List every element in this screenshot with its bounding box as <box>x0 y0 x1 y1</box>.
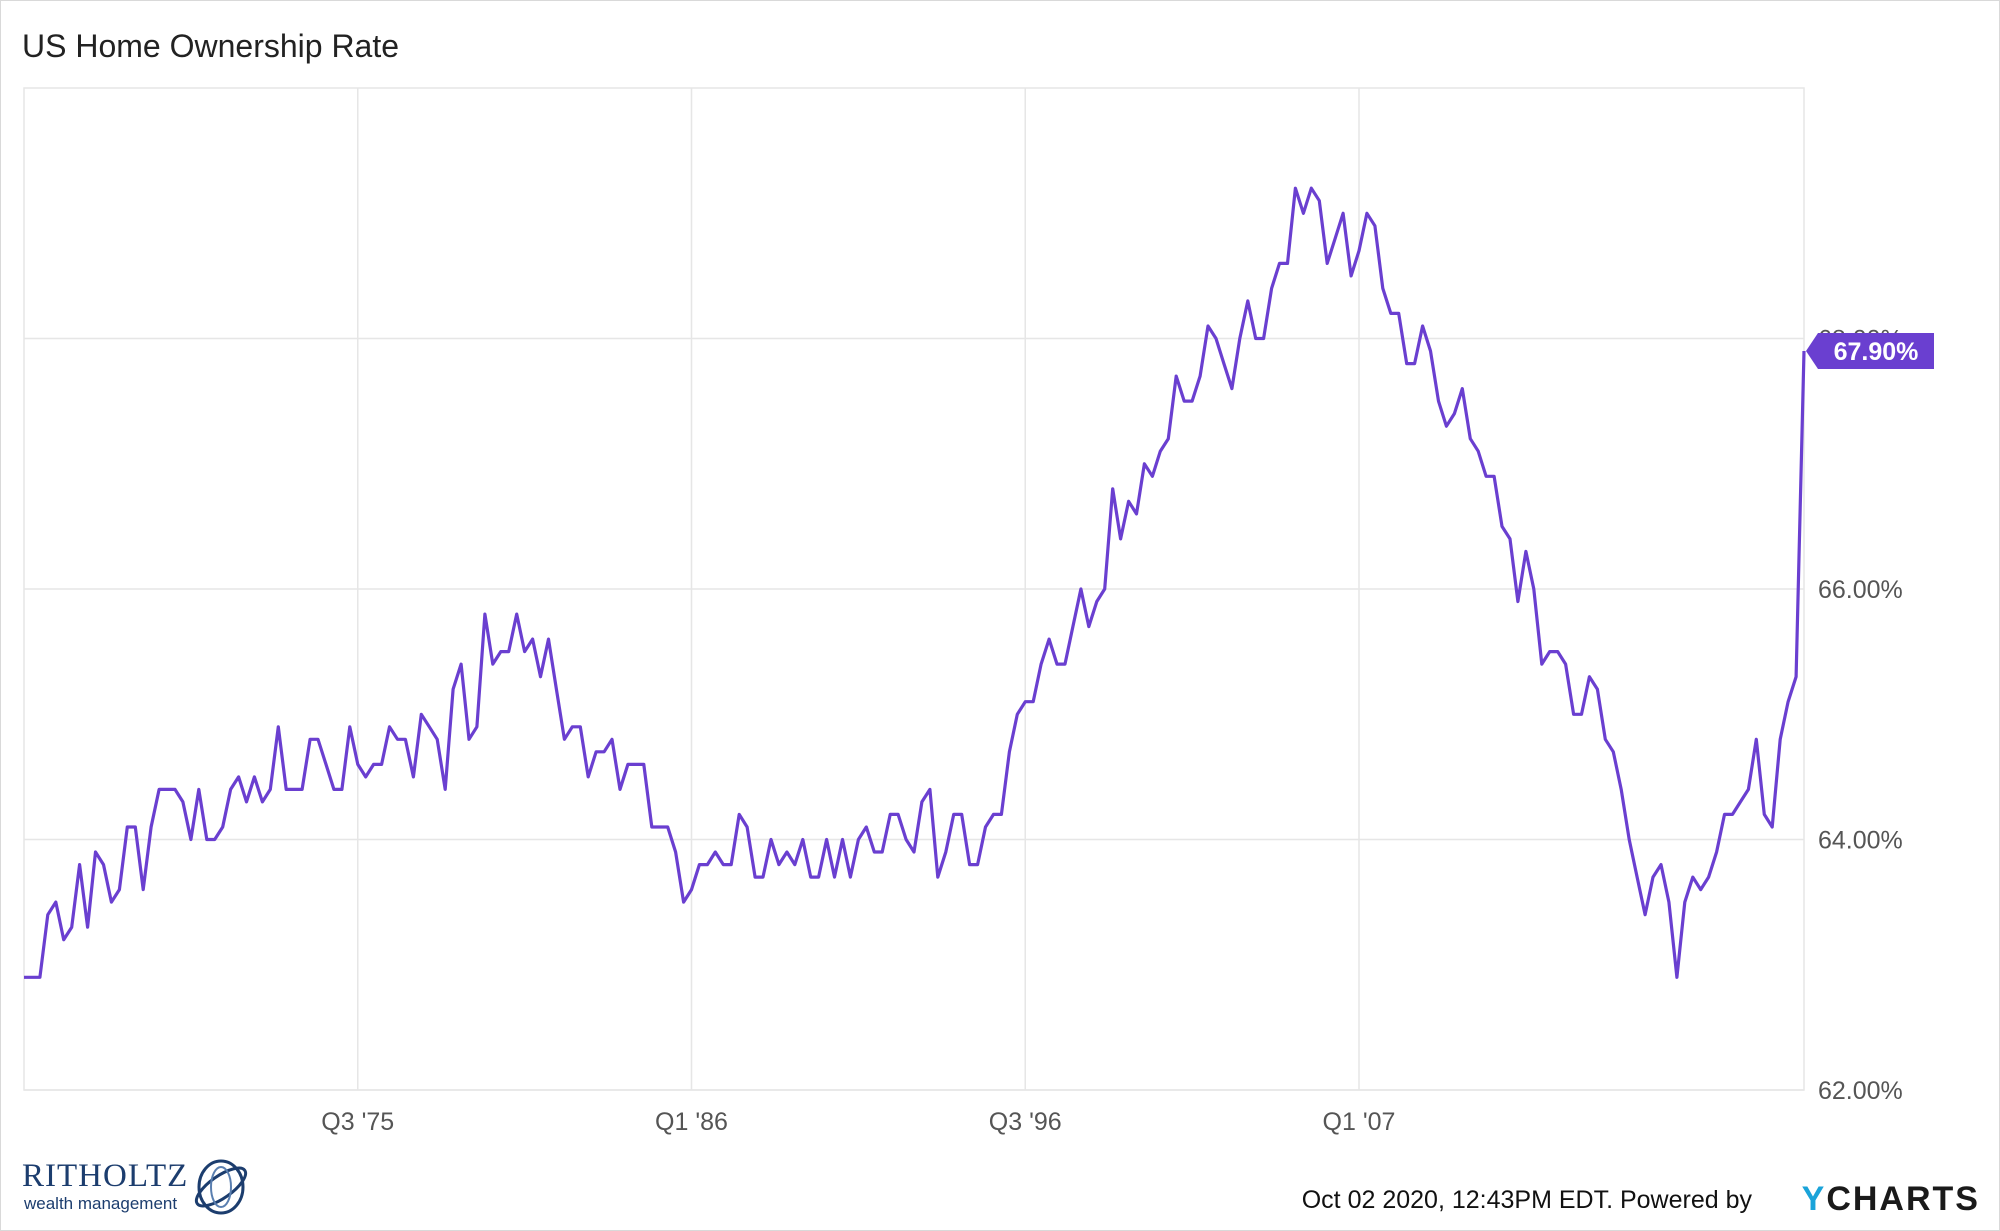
x-tick-label: Q1 '07 <box>1323 1108 1396 1136</box>
ycharts-logo-y: Y <box>1801 1180 1827 1218</box>
brand-subtitle: wealth management <box>24 1194 178 1213</box>
last-value-badge <box>1806 333 1934 370</box>
series-line <box>24 186 1806 979</box>
timestamp-text: Oct 02 2020, 12:43PM EDT. <box>1301 1186 1614 1214</box>
y-tick-label: 62.00% <box>1818 1077 1903 1105</box>
ycharts-logo: YCHARTS <box>1802 1180 1980 1219</box>
grid-lines <box>23 87 1805 1091</box>
y-tick-label: 66.00% <box>1818 576 1903 604</box>
brand-name: RITHOLTZ <box>22 1158 189 1194</box>
globe-icon <box>194 1159 248 1215</box>
ycharts-logo-text: CHARTS <box>1826 1180 1980 1218</box>
x-tick-label: Q1 '86 <box>655 1108 728 1136</box>
last-value-label: 67.90% <box>1806 333 1934 370</box>
powered-by-text: Powered by <box>1619 1186 1752 1214</box>
y-tick-label: 64.00% <box>1818 827 1903 855</box>
ritholtz-logo: RITHOLTZ wealth management <box>22 1158 252 1218</box>
y-axis-labels: 62.00%64.00%66.00%68.00% <box>1818 326 1903 1106</box>
x-tick-label: Q3 '75 <box>321 1108 394 1136</box>
footer-timestamp: Oct 02 2020, 12:43PM EDT. Powered by <box>1302 1186 1752 1215</box>
x-tick-label: Q3 '96 <box>989 1108 1062 1136</box>
x-axis-labels: Q3 '75 Q1 '86 Q3 '96 Q1 '07 <box>321 1108 1395 1136</box>
chart-title: US Home Ownership Rate <box>22 28 400 64</box>
last-value-text: 67.90% <box>1834 338 1919 366</box>
